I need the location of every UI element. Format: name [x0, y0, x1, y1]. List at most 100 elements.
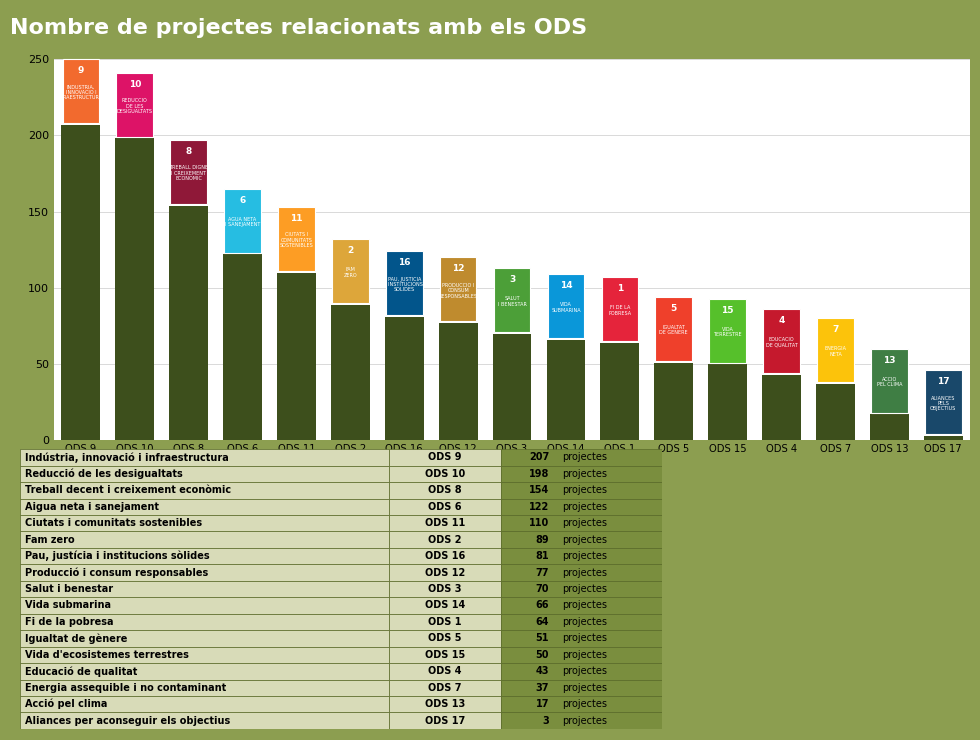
Text: 3: 3: [509, 275, 515, 284]
Bar: [816, 384, 855, 440]
Text: 9: 9: [77, 66, 84, 75]
Text: projectes: projectes: [562, 518, 607, 528]
Text: 43: 43: [536, 666, 549, 676]
Text: projectes: projectes: [562, 666, 607, 676]
FancyBboxPatch shape: [389, 647, 501, 663]
Text: 89: 89: [535, 535, 549, 545]
FancyBboxPatch shape: [501, 449, 662, 465]
Text: Aigua neta i sanejament: Aigua neta i sanejament: [24, 502, 159, 512]
FancyBboxPatch shape: [389, 449, 501, 465]
Text: Vida d'ecosistemes terrestres: Vida d'ecosistemes terrestres: [24, 650, 188, 660]
Bar: [655, 363, 693, 440]
FancyBboxPatch shape: [501, 515, 662, 531]
Bar: [223, 255, 262, 440]
Bar: [762, 374, 801, 440]
Text: Fam zero: Fam zero: [24, 535, 74, 545]
FancyBboxPatch shape: [332, 239, 368, 303]
FancyBboxPatch shape: [389, 565, 501, 581]
FancyBboxPatch shape: [389, 597, 501, 613]
Text: CIUTATS I
COMUNITATS
SOSTENIBLES: CIUTATS I COMUNITATS SOSTENIBLES: [279, 232, 314, 248]
Bar: [493, 334, 531, 440]
FancyBboxPatch shape: [925, 370, 961, 434]
Text: 14: 14: [560, 281, 572, 290]
FancyBboxPatch shape: [389, 465, 501, 482]
Text: projectes: projectes: [562, 600, 607, 610]
FancyBboxPatch shape: [20, 613, 389, 630]
FancyBboxPatch shape: [20, 565, 389, 581]
FancyBboxPatch shape: [20, 548, 389, 565]
Text: projectes: projectes: [562, 683, 607, 693]
FancyBboxPatch shape: [389, 581, 501, 597]
Bar: [331, 305, 369, 440]
FancyBboxPatch shape: [117, 73, 153, 137]
Text: ODS 1: ODS 1: [428, 617, 462, 627]
Text: Pau, justícia i institucions sòlides: Pau, justícia i institucions sòlides: [24, 551, 210, 562]
Text: ODS 4: ODS 4: [428, 666, 462, 676]
Text: ALIANCES
PELS
OBJECTIUS: ALIANCES PELS OBJECTIUS: [930, 396, 956, 411]
Text: 17: 17: [937, 377, 950, 386]
FancyBboxPatch shape: [20, 465, 389, 482]
Text: Producció i consum responsables: Producció i consum responsables: [24, 568, 208, 578]
FancyBboxPatch shape: [20, 581, 389, 597]
Text: SALUT
I BENESTAR: SALUT I BENESTAR: [498, 296, 526, 306]
FancyBboxPatch shape: [20, 663, 389, 679]
Text: ODS 15: ODS 15: [424, 650, 465, 660]
Text: projectes: projectes: [562, 452, 607, 462]
Text: projectes: projectes: [562, 535, 607, 545]
FancyBboxPatch shape: [501, 597, 662, 613]
FancyBboxPatch shape: [389, 515, 501, 531]
Text: 154: 154: [529, 485, 549, 495]
FancyBboxPatch shape: [389, 679, 501, 696]
Text: projectes: projectes: [562, 633, 607, 643]
Text: 70: 70: [536, 584, 549, 594]
Text: 1: 1: [616, 284, 623, 293]
Bar: [62, 125, 100, 440]
Text: IGUALTAT
DE GENERE: IGUALTAT DE GENERE: [660, 325, 688, 335]
FancyBboxPatch shape: [494, 268, 530, 332]
Text: ODS 14: ODS 14: [424, 600, 465, 610]
Text: Treball decent i creixement econòmic: Treball decent i creixement econòmic: [24, 485, 231, 495]
Text: ODS 8: ODS 8: [428, 485, 462, 495]
FancyBboxPatch shape: [389, 499, 501, 515]
Text: 198: 198: [529, 469, 549, 479]
FancyBboxPatch shape: [20, 482, 389, 499]
FancyBboxPatch shape: [501, 531, 662, 548]
Text: ODS 5: ODS 5: [428, 633, 462, 643]
Text: 5: 5: [670, 304, 677, 313]
Text: FI DE LA
POBRESA: FI DE LA POBRESA: [609, 306, 631, 316]
Text: ODS 7: ODS 7: [428, 683, 462, 693]
Text: projectes: projectes: [562, 617, 607, 627]
FancyBboxPatch shape: [501, 465, 662, 482]
Text: projectes: projectes: [562, 485, 607, 495]
Text: 7: 7: [832, 326, 839, 334]
Bar: [116, 138, 154, 440]
Text: 10: 10: [128, 80, 141, 89]
FancyBboxPatch shape: [389, 531, 501, 548]
Text: 15: 15: [721, 306, 734, 314]
FancyBboxPatch shape: [224, 189, 261, 253]
FancyBboxPatch shape: [817, 318, 854, 383]
Text: 77: 77: [536, 568, 549, 578]
Text: 207: 207: [529, 452, 549, 462]
FancyBboxPatch shape: [389, 548, 501, 565]
Text: Indústria, innovació i infraestructura: Indústria, innovació i infraestructura: [24, 452, 228, 462]
FancyBboxPatch shape: [501, 713, 662, 729]
FancyBboxPatch shape: [389, 663, 501, 679]
Text: INDUSTRIA,
INNOVACIO I
INFRAESTRUCTURES: INDUSTRIA, INNOVACIO I INFRAESTRUCTURES: [56, 84, 106, 101]
Text: 16: 16: [398, 258, 411, 267]
FancyBboxPatch shape: [871, 349, 907, 413]
Text: projectes: projectes: [562, 469, 607, 479]
FancyBboxPatch shape: [501, 548, 662, 565]
Bar: [547, 340, 585, 440]
Bar: [870, 414, 908, 440]
Text: 110: 110: [529, 518, 549, 528]
FancyBboxPatch shape: [501, 499, 662, 515]
Text: projectes: projectes: [562, 568, 607, 578]
Text: projectes: projectes: [562, 699, 607, 709]
FancyBboxPatch shape: [501, 581, 662, 597]
Text: 122: 122: [529, 502, 549, 512]
Text: 17: 17: [536, 699, 549, 709]
Text: ODS 16: ODS 16: [424, 551, 465, 561]
FancyBboxPatch shape: [501, 613, 662, 630]
Text: Energia assequible i no contaminant: Energia assequible i no contaminant: [24, 683, 226, 693]
